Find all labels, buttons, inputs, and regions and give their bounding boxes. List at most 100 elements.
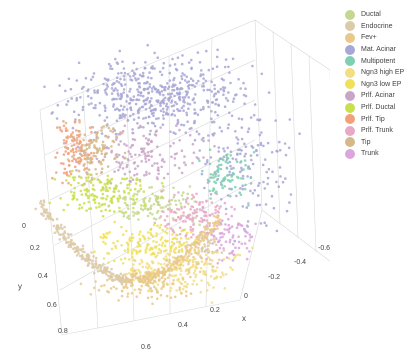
data-point (178, 242, 182, 245)
data-point (105, 197, 108, 201)
legend-item[interactable]: Tip (345, 137, 404, 149)
data-point (225, 256, 229, 259)
data-point (120, 289, 124, 293)
data-point (233, 239, 236, 243)
data-point (186, 120, 189, 123)
data-point (190, 58, 193, 62)
data-point (109, 287, 113, 290)
data-point (100, 167, 104, 170)
data-point (50, 217, 54, 221)
data-point (42, 200, 46, 204)
legend-item[interactable]: Endocrine (345, 21, 404, 33)
data-point (62, 234, 66, 238)
data-point (128, 179, 132, 183)
data-point (117, 72, 120, 75)
data-point (88, 146, 91, 149)
data-point (162, 210, 165, 213)
data-point (142, 278, 145, 281)
data-point (214, 175, 217, 178)
legend-item[interactable]: Ngn3 high EP (345, 67, 404, 79)
data-point (191, 84, 195, 87)
data-point (118, 206, 121, 210)
data-point (89, 181, 93, 184)
data-point (220, 129, 223, 133)
data-point (159, 109, 163, 113)
data-point (62, 153, 66, 156)
data-point (285, 209, 289, 213)
data-point (81, 143, 84, 147)
data-point (152, 240, 155, 243)
data-point (78, 121, 81, 124)
data-point (155, 176, 159, 179)
data-point (229, 154, 232, 157)
data-point (166, 92, 170, 96)
data-point (69, 172, 73, 176)
data-point (150, 121, 154, 125)
legend-item[interactable]: Fev+ (345, 32, 404, 44)
data-point (136, 164, 140, 168)
data-point (234, 158, 238, 161)
data-point (127, 192, 130, 195)
data-point (235, 136, 238, 139)
data-point (253, 189, 257, 192)
data-point (204, 79, 208, 83)
data-point (195, 236, 198, 240)
data-point (74, 147, 78, 150)
data-point (164, 225, 167, 228)
data-point (225, 167, 229, 170)
data-point (178, 128, 181, 132)
scatter-plot-3d[interactable]: 00.20.40.60.800.20.40.6-0.2-0.4-0.6 x y (0, 0, 330, 358)
data-point (243, 229, 247, 232)
legend-item[interactable]: Prlf. Ductal (345, 102, 404, 114)
data-point (163, 88, 167, 92)
data-point (227, 217, 230, 221)
data-point (157, 275, 160, 278)
data-point (172, 231, 176, 234)
data-point (185, 92, 189, 95)
data-point (213, 93, 216, 96)
data-point (102, 233, 105, 236)
data-point (212, 176, 215, 179)
legend-item[interactable]: Mat. Acinar (345, 44, 404, 56)
data-point (211, 101, 215, 104)
data-point (203, 225, 206, 229)
data-point (171, 85, 174, 88)
data-point (193, 108, 196, 111)
data-point (178, 87, 182, 91)
data-point (81, 244, 85, 248)
data-point (63, 225, 66, 229)
legend-item[interactable]: Prlf. Acinar (345, 90, 404, 102)
data-point (191, 79, 195, 82)
data-point (240, 137, 244, 141)
data-point (67, 151, 70, 155)
data-point (208, 241, 212, 245)
data-point (129, 114, 132, 118)
data-point (165, 108, 169, 111)
data-point (224, 273, 228, 276)
data-point (192, 196, 195, 199)
data-point (162, 285, 165, 288)
data-point (53, 178, 57, 181)
legend-item[interactable]: Ductal (345, 9, 404, 21)
legend-item[interactable]: Trunk (345, 148, 404, 160)
data-point (195, 283, 199, 286)
data-point (146, 214, 150, 218)
data-point (288, 118, 292, 121)
legend-item[interactable]: Prlf. Trunk (345, 125, 404, 137)
data-point (141, 149, 145, 153)
grid-line (39, 19, 256, 111)
data-point (191, 142, 195, 146)
data-point (214, 191, 217, 195)
data-point (217, 240, 220, 243)
data-point (172, 196, 176, 199)
legend-item[interactable]: Multipotent (345, 55, 404, 67)
data-point (279, 175, 282, 178)
data-point (150, 104, 153, 108)
data-point (180, 77, 184, 81)
data-point (217, 104, 221, 107)
data-point (151, 261, 155, 264)
legend-item[interactable]: Ngn3 low EP (345, 79, 404, 91)
data-point (117, 279, 121, 282)
data-point (127, 207, 130, 210)
legend-item[interactable]: Prlf. Tip (345, 113, 404, 125)
